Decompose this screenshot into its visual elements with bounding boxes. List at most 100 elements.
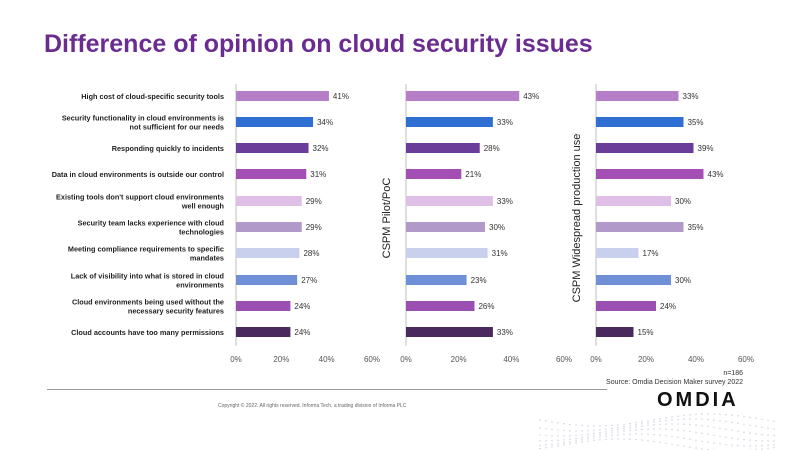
decor-dot [599,432,601,434]
decor-dot [731,421,733,424]
decor-dot [671,416,673,418]
bar [406,248,488,258]
decor-dot [677,418,679,421]
bar [596,169,704,179]
category-label: Cloud environments being used without th… [72,298,224,307]
decor-dot [575,430,577,432]
decor-dot [665,419,667,422]
decor-dot [641,421,643,423]
bar [596,91,679,101]
decor-dot [569,430,571,432]
decor-dot [599,425,601,427]
decor-dot [773,440,775,442]
decor-dot [659,423,661,426]
decor-dot [737,438,739,440]
data-label: 33% [497,197,513,206]
decor-dot [581,437,583,439]
decor-dot [635,426,637,428]
decor-dot [671,419,673,421]
decor-dot [677,444,679,447]
data-label: 33% [683,92,699,101]
decor-dot [677,423,679,425]
decor-dot [623,438,625,440]
decor-dot [623,423,625,426]
decor-dot [593,437,595,439]
bar [236,143,309,153]
bar [406,327,493,337]
decor-dot [737,444,739,447]
decor-dot [563,435,565,437]
decor-dot [611,430,613,432]
decor-dot [575,442,577,444]
decor-dot [767,447,769,450]
decor-dot [653,424,655,426]
decor-dot [635,422,637,424]
decor-dot [581,424,583,427]
decor-dot [749,445,751,447]
decor-dot [623,433,625,436]
decor-dot [563,429,565,432]
tick-label: 60% [364,355,380,364]
decor-dot [623,430,625,432]
decor-dot [707,413,709,415]
decor-dot [713,413,715,415]
footer-divider [47,389,607,390]
tick-label: 0% [590,355,602,364]
decor-dot [659,434,661,436]
bar [236,91,329,101]
decor-dot [695,431,697,434]
decor-dot [737,415,739,417]
decor-dot [629,433,631,435]
bar [406,222,485,232]
decor-dot [689,438,691,441]
decor-dot [773,428,775,430]
decor-dot [749,416,751,419]
tick-label: 40% [688,355,704,364]
data-label: 30% [489,223,505,232]
data-label: 30% [675,197,691,206]
decor-dot [551,421,553,423]
data-label: 24% [660,302,676,311]
bar [596,301,656,311]
decor-dot [599,436,601,438]
decor-dot [581,441,583,443]
data-label: 35% [688,223,704,232]
decor-dot [755,445,757,447]
decor-dot [551,435,553,437]
decor-dot [605,433,607,435]
decor-dot [659,420,661,422]
decor-dot [719,427,721,430]
decor-dot [683,423,685,425]
data-label: 31% [310,170,326,179]
omdia-logo: OMDIA [657,389,739,411]
decor-dot [611,432,613,434]
decor-dot [617,431,619,433]
decor-dot [731,437,733,439]
decor-dot [689,423,691,426]
category-label: environments [176,281,224,290]
decor-dot [551,443,553,446]
category-label: Meeting compliance requirements to speci… [68,245,224,254]
bar [406,91,520,101]
decor-dot [707,441,709,443]
decor-dot [593,435,595,437]
decor-dot [707,418,709,421]
data-label: 35% [688,118,704,127]
decor-dot [635,424,637,426]
data-label: 43% [708,170,724,179]
decor-dot [551,446,553,448]
decor-dot [569,443,571,445]
data-label: 29% [306,197,322,206]
decor-dot [725,428,727,431]
data-label: 17% [643,249,659,258]
decor-dot [629,425,631,427]
decorative-dot-wave [539,413,775,450]
decor-dot [665,435,667,437]
tick-label: 20% [638,355,654,364]
decor-dot [713,434,715,437]
decor-dot [755,439,757,442]
category-label: Security functionality in cloud environm… [62,114,224,123]
decor-dot [545,434,547,437]
decor-dot [551,440,553,442]
decor-dot [683,418,685,420]
